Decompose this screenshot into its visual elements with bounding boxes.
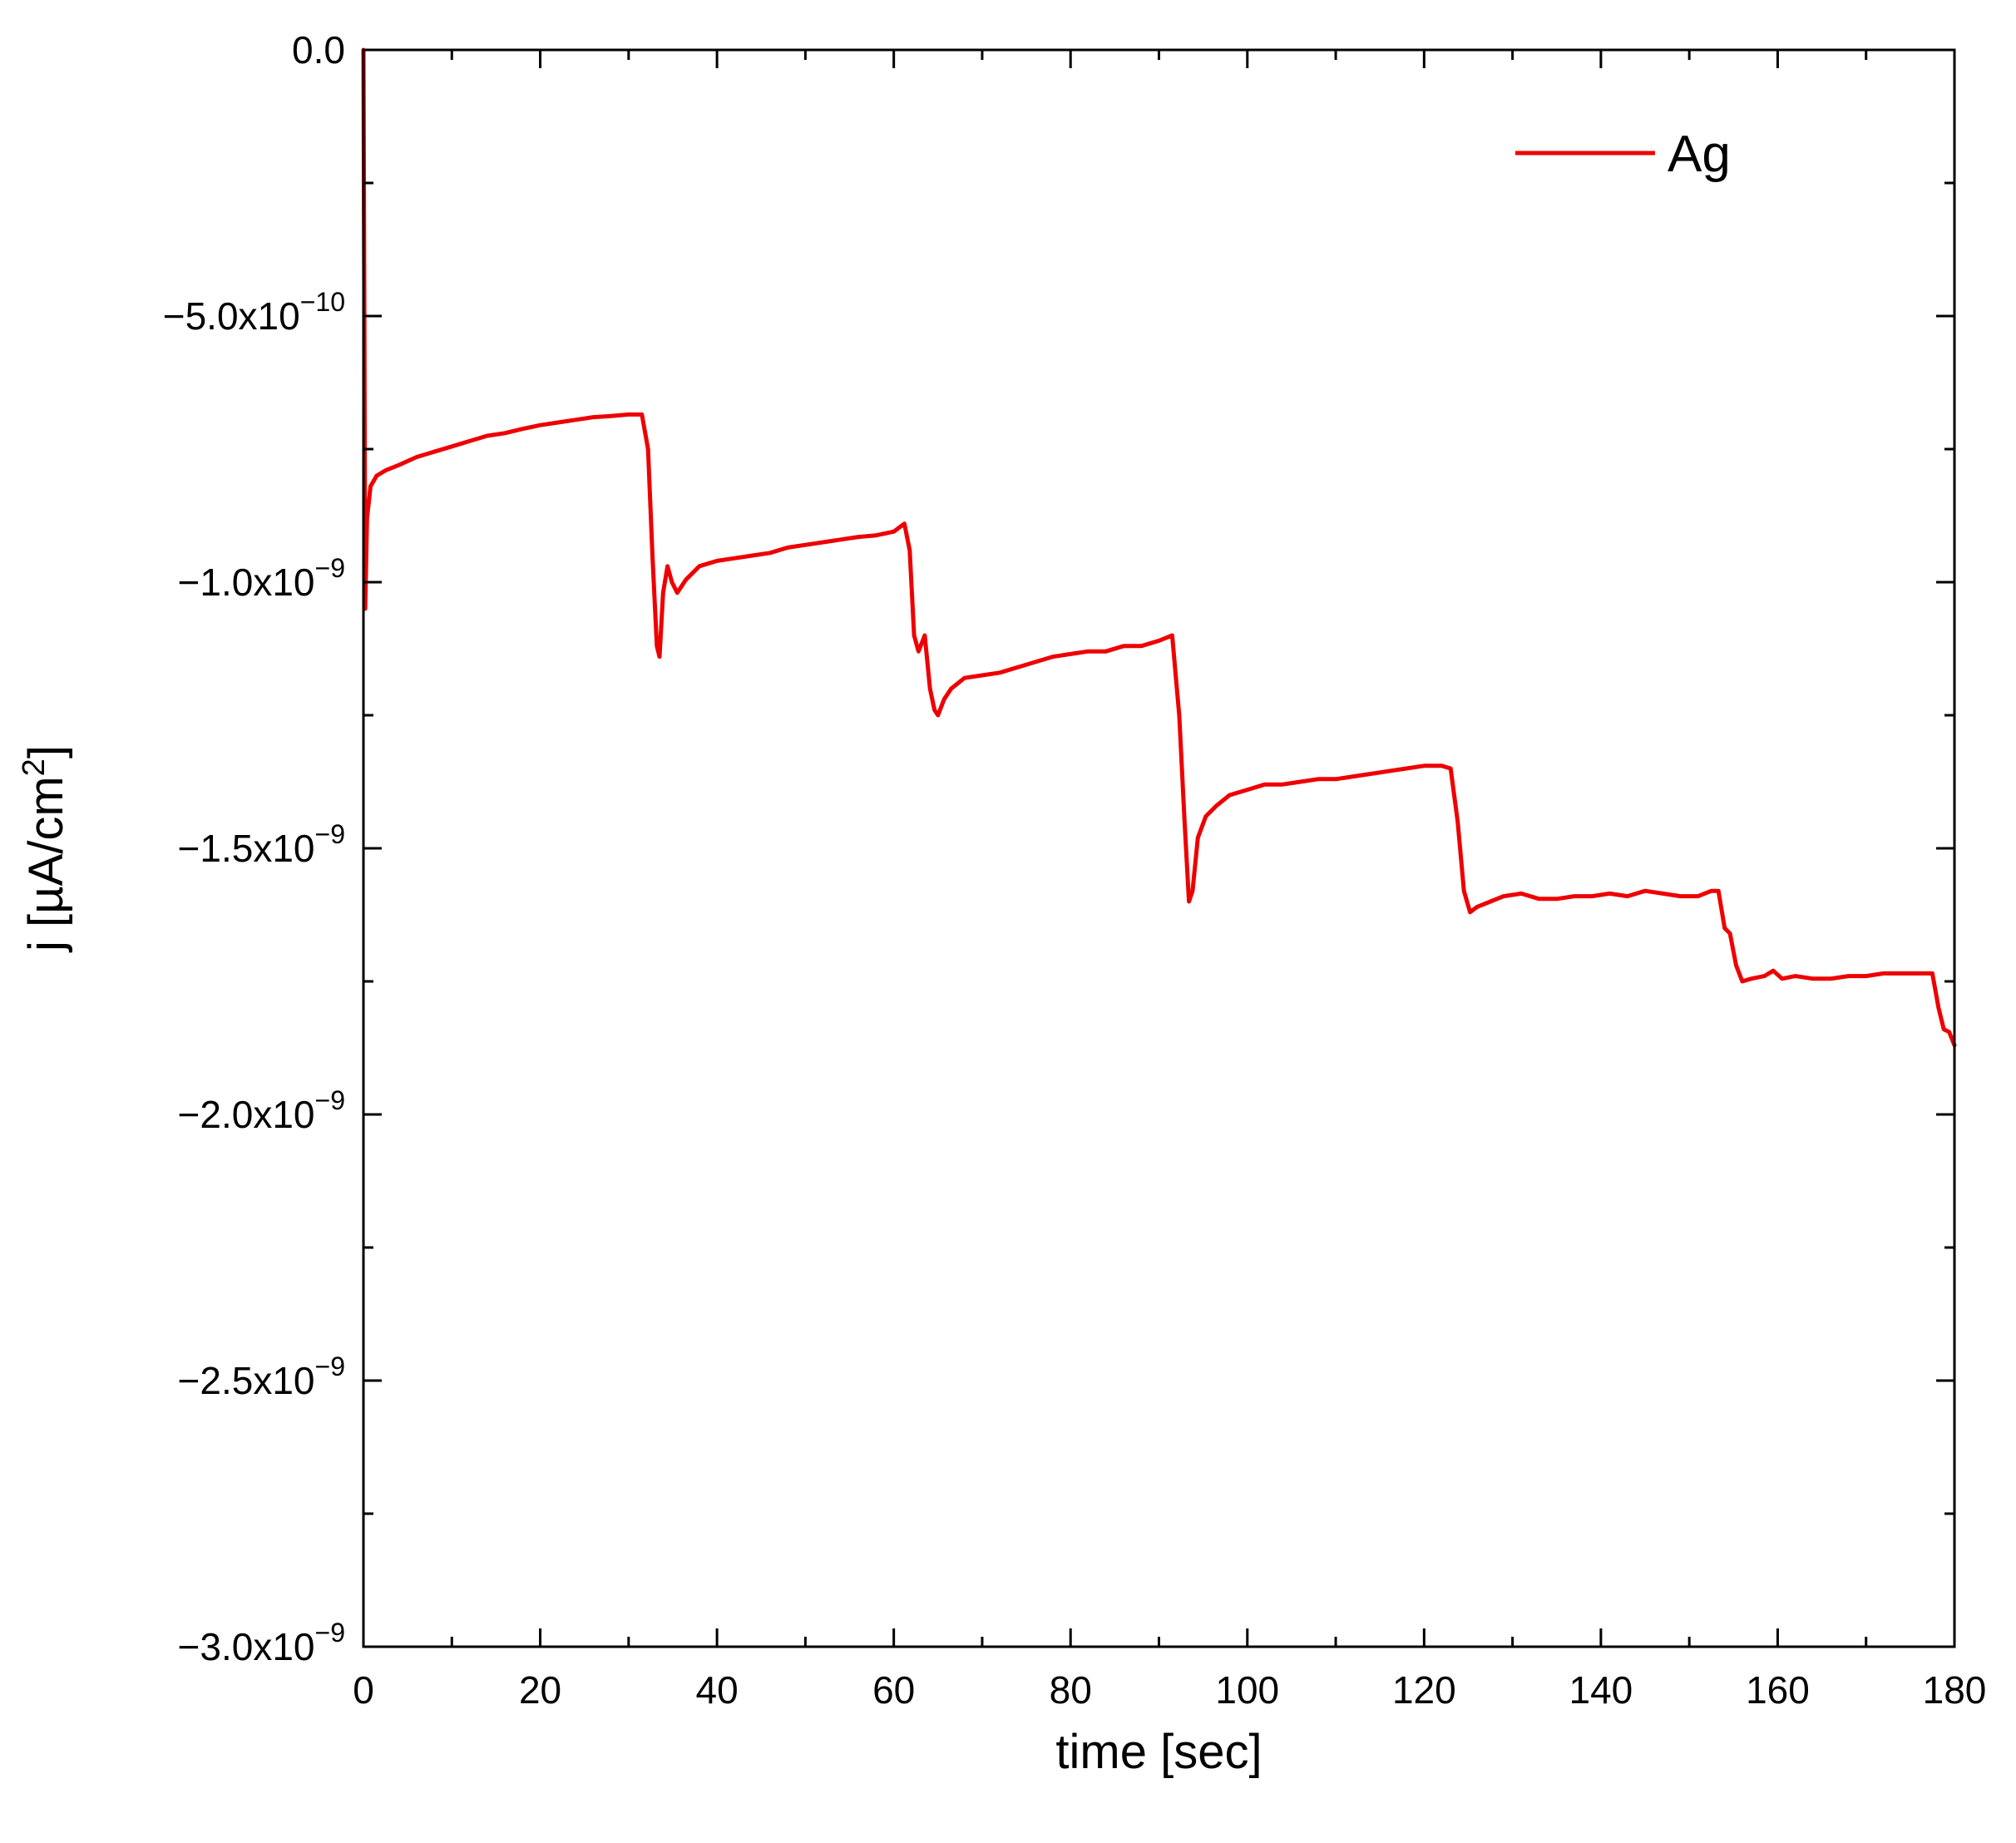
y-axis-title: j [µA/cm2] xyxy=(17,745,73,953)
x-axis-title: time [sec] xyxy=(1055,1725,1262,1779)
y-tick-label: −2.0x10−9 xyxy=(178,1085,345,1136)
y-tick-mantissa: −2.0x10 xyxy=(178,1093,315,1136)
x-axis: 0 20 40 60 80 100 120 140 160 180 xyxy=(353,50,1986,1712)
x-tick-label: 160 xyxy=(1746,1668,1810,1712)
y-tick-label: −3.0x10−9 xyxy=(178,1618,345,1668)
y-tick-label: −1.5x10−9 xyxy=(178,819,345,870)
y-axis-title-suffix: ] xyxy=(19,745,73,758)
x-tick-label: 40 xyxy=(696,1668,739,1712)
y-tick-label: −2.5x10−9 xyxy=(178,1351,345,1402)
y-axis-title-text: j [µA/cm xyxy=(19,776,73,953)
x-tick-label: 100 xyxy=(1215,1668,1279,1712)
y-tick-exponent: −9 xyxy=(315,553,345,583)
y-tick-exponent: −9 xyxy=(315,1351,345,1381)
x-tick-label: 20 xyxy=(519,1668,561,1712)
x-tick-label: 80 xyxy=(1050,1668,1092,1712)
plot-area xyxy=(361,47,1957,1048)
y-tick-mantissa: −5.0x10 xyxy=(163,294,300,338)
y-tick-label: −1.0x10−9 xyxy=(178,553,345,604)
legend: Ag xyxy=(1515,126,1731,183)
series-line-ag xyxy=(361,47,1957,1048)
y-tick-exponent: −9 xyxy=(315,819,345,849)
x-tick-label: 140 xyxy=(1569,1668,1633,1712)
y-tick-mantissa: −1.5x10 xyxy=(178,827,315,870)
y-tick-mantissa: −1.0x10 xyxy=(178,561,315,604)
x-tick-label: 120 xyxy=(1392,1668,1456,1712)
x-tick-label: 180 xyxy=(1923,1668,1987,1712)
y-tick-mantissa: −3.0x10 xyxy=(178,1625,315,1668)
y-axis: 0.0−5.0x10−10−1.0x10−9−1.5x10−9−2.0x10−9… xyxy=(163,28,1954,1668)
y-axis-title-sup: 2 xyxy=(17,758,52,776)
y-tick-mantissa: −2.5x10 xyxy=(178,1359,315,1402)
y-tick-exponent: −9 xyxy=(315,1618,345,1648)
plot-frame xyxy=(362,48,1956,1648)
y-tick-mantissa: 0.0 xyxy=(292,28,345,72)
y-tick-exponent: −10 xyxy=(300,287,345,317)
x-tick-label: 60 xyxy=(872,1668,915,1712)
legend-label-ag: Ag xyxy=(1668,126,1731,183)
y-tick-exponent: −9 xyxy=(315,1085,345,1115)
x-tick-label: 0 xyxy=(353,1668,374,1712)
y-tick-label: 0.0 xyxy=(292,28,345,72)
y-tick-label: −5.0x10−10 xyxy=(163,287,345,338)
